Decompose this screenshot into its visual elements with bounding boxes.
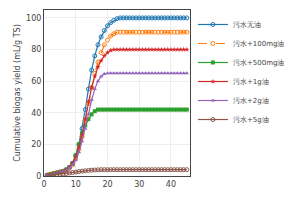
- svg-text:30: 30: [134, 180, 144, 189]
- svg-text:20: 20: [102, 180, 112, 189]
- svg-text:60: 60: [31, 77, 41, 86]
- svg-text:污水+2g油: 污水+2g油: [233, 97, 269, 105]
- svg-text:污水+500mg油: 污水+500mg油: [233, 59, 284, 67]
- svg-text:污水+1g油: 污水+1g油: [233, 78, 269, 86]
- svg-text:40: 40: [31, 109, 41, 118]
- svg-text:80: 80: [31, 45, 41, 54]
- svg-text:0: 0: [36, 172, 41, 181]
- svg-text:污水无油: 污水无油: [233, 21, 261, 29]
- svg-text:20: 20: [31, 140, 41, 149]
- svg-text:Cumulative biogas yield (mL/g: Cumulative biogas yield (mL/g TS): [13, 24, 22, 162]
- svg-text:100: 100: [26, 14, 41, 23]
- svg-text:40: 40: [166, 180, 176, 189]
- svg-text:0: 0: [41, 180, 46, 189]
- svg-text:污水+100mg油: 污水+100mg油: [233, 40, 284, 48]
- svg-text:10: 10: [71, 180, 81, 189]
- svg-text:污水+5g油: 污水+5g油: [233, 116, 269, 124]
